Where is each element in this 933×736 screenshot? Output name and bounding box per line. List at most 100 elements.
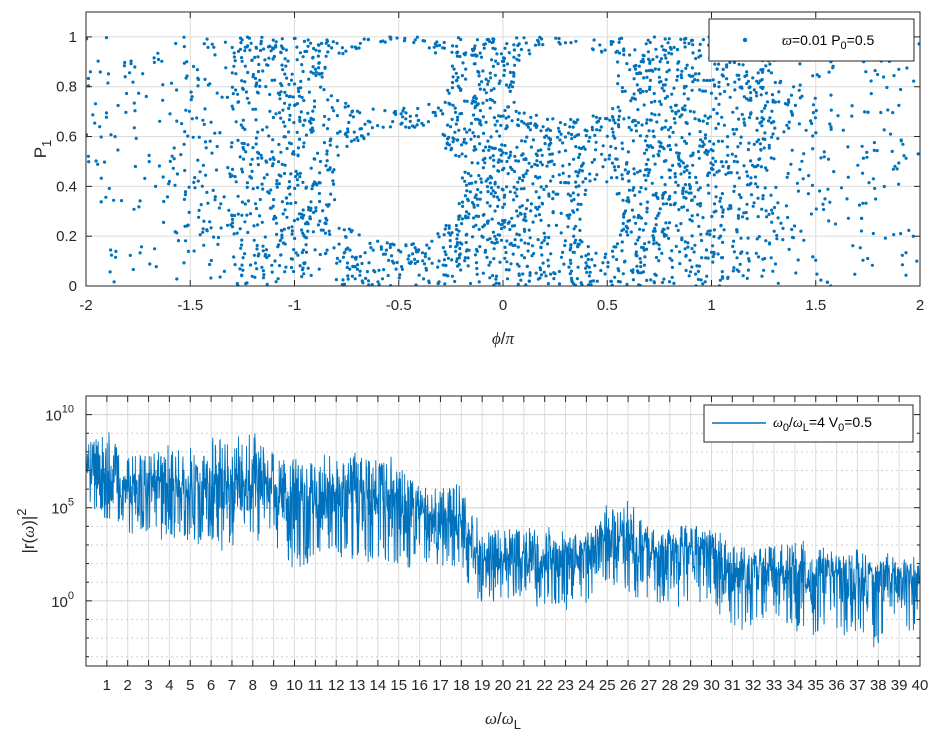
- scatter-point: [668, 176, 672, 180]
- scatter-point: [698, 88, 702, 92]
- scatter-point: [758, 79, 762, 83]
- scatter-point: [900, 263, 905, 267]
- scatter-point: [414, 283, 418, 286]
- scatter-point: [718, 199, 722, 203]
- scatter-point: [648, 40, 652, 45]
- scatter-xtick-label: 2: [916, 297, 924, 314]
- scatter-point: [426, 120, 430, 124]
- scatter-point: [699, 138, 703, 142]
- scatter-point: [695, 181, 699, 185]
- scatter-point: [718, 278, 723, 282]
- scatter-point: [502, 166, 506, 170]
- scatter-point: [215, 91, 219, 95]
- scatter-point: [548, 160, 553, 164]
- scatter-point: [239, 246, 243, 250]
- scatter-point: [106, 81, 110, 85]
- scatter-point: [241, 145, 245, 150]
- scatter-point: [536, 277, 541, 281]
- scatter-point: [673, 201, 677, 205]
- scatter-point: [450, 274, 454, 278]
- scatter-point: [270, 46, 275, 50]
- scatter-point: [456, 233, 460, 237]
- scatter-point: [642, 248, 646, 252]
- scatter-point: [275, 179, 279, 183]
- scatter-point: [260, 265, 264, 269]
- scatter-point: [789, 109, 793, 114]
- scatter-point: [574, 180, 578, 184]
- scatter-point: [535, 163, 540, 167]
- scatter-point: [697, 156, 701, 160]
- scatter-point: [781, 226, 785, 230]
- scatter-point: [531, 138, 536, 142]
- scatter-point: [427, 246, 431, 250]
- scatter-point: [495, 195, 499, 199]
- scatter-point: [653, 113, 657, 117]
- scatter-point: [464, 214, 468, 218]
- scatter-point: [493, 100, 497, 104]
- scatter-point: [789, 93, 794, 97]
- scatter-point: [217, 206, 221, 210]
- scatter-point: [532, 252, 536, 256]
- scatter-point: [504, 151, 508, 155]
- scatter-point: [335, 145, 339, 149]
- scatter-point: [521, 178, 525, 183]
- scatter-point: [343, 105, 347, 109]
- scatter-point: [517, 111, 521, 115]
- scatter-point: [328, 143, 332, 147]
- scatter-point: [318, 219, 322, 223]
- scatter-point: [479, 190, 483, 194]
- scatter-point: [562, 262, 566, 266]
- scatter-point: [711, 78, 715, 82]
- scatter-point: [317, 61, 321, 65]
- scatter-point: [503, 68, 507, 72]
- scatter-point: [657, 75, 662, 79]
- scatter-point: [323, 231, 328, 235]
- scatter-point: [739, 236, 743, 240]
- scatter-point: [657, 154, 661, 158]
- scatter-point: [287, 82, 291, 86]
- scatter-point: [161, 175, 165, 179]
- scatter-point: [189, 98, 193, 102]
- scatter-point: [502, 63, 506, 68]
- scatter-point: [654, 223, 658, 227]
- scatter-point: [513, 238, 517, 242]
- scatter-point: [133, 65, 137, 69]
- scatter-point: [814, 131, 818, 135]
- scatter-point: [627, 179, 631, 183]
- scatter-point: [792, 85, 796, 89]
- scatter-point: [747, 141, 751, 145]
- scatter-point: [685, 208, 690, 212]
- scatter-point: [346, 274, 350, 278]
- scatter-point: [351, 115, 355, 119]
- scatter-point: [811, 74, 815, 78]
- scatter-point: [246, 70, 250, 75]
- scatter-point: [594, 140, 598, 144]
- scatter-point: [590, 258, 594, 262]
- scatter-point: [262, 273, 266, 277]
- scatter-point: [355, 267, 359, 271]
- scatter-point: [648, 78, 653, 82]
- scatter-point: [271, 138, 275, 142]
- scatter-point: [274, 40, 278, 44]
- scatter-point: [714, 96, 718, 100]
- scatter-point: [668, 194, 672, 198]
- scatter-point: [756, 196, 760, 200]
- scatter-point: [346, 127, 350, 131]
- scatter-point: [474, 54, 478, 58]
- scatter-point: [575, 277, 580, 281]
- scatter-point: [507, 51, 511, 55]
- scatter-point: [493, 123, 497, 127]
- scatter-point: [869, 92, 873, 96]
- scatter-point: [765, 100, 770, 104]
- spectrum-xtick-label: 4: [165, 677, 173, 694]
- scatter-point: [281, 47, 285, 51]
- scatter-point: [639, 260, 643, 264]
- scatter-point: [492, 87, 496, 91]
- scatter-point: [456, 115, 460, 119]
- scatter-point: [208, 139, 212, 143]
- scatter-point: [367, 283, 371, 286]
- scatter-point: [198, 233, 202, 237]
- scatter-point: [296, 153, 300, 157]
- scatter-point: [229, 145, 233, 149]
